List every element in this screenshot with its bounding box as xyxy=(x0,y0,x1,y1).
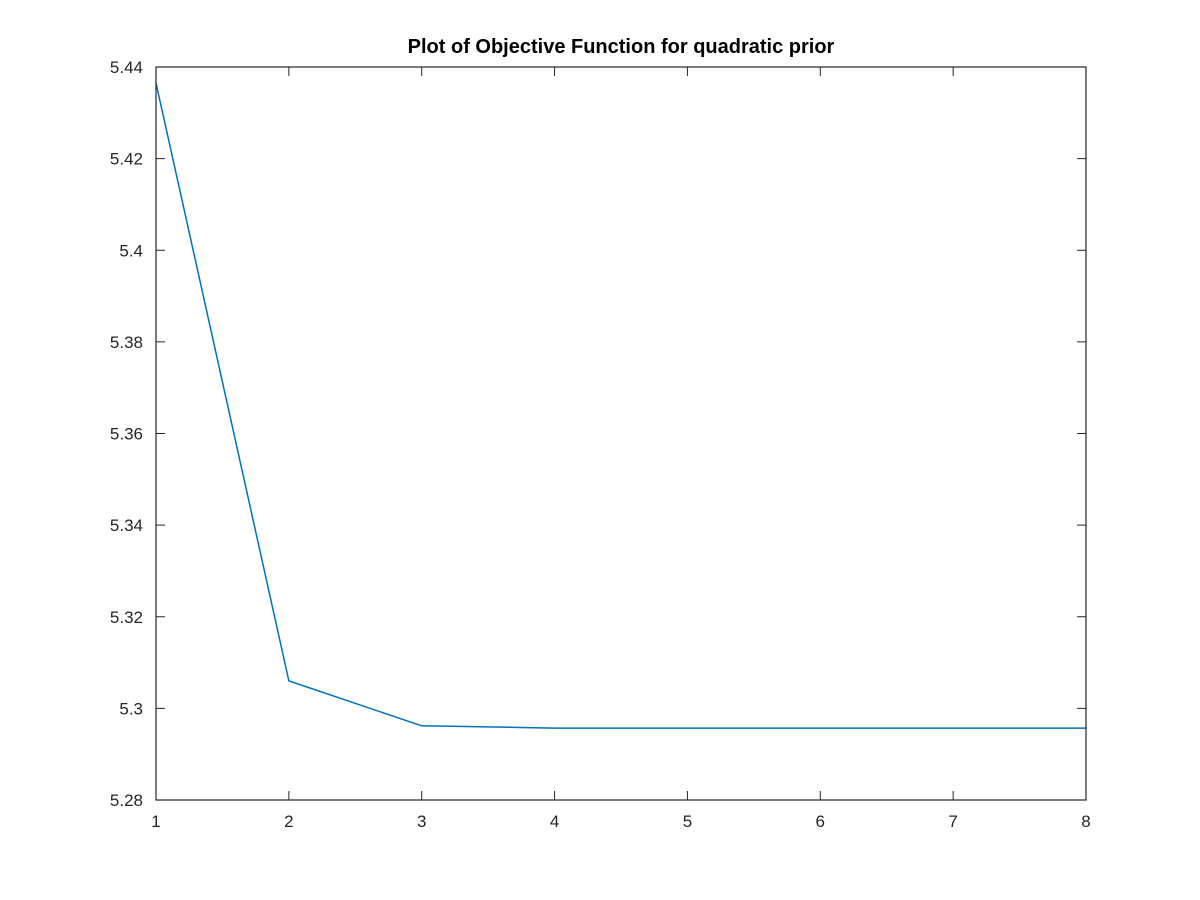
plot-area xyxy=(156,67,1086,800)
x-tick-label: 8 xyxy=(1081,812,1090,831)
y-tick-label: 5.28 xyxy=(110,791,143,810)
x-tick-label: 1 xyxy=(151,812,160,831)
y-tick-label: 5.32 xyxy=(110,608,143,627)
x-tick-label: 4 xyxy=(550,812,559,831)
x-tick-label: 7 xyxy=(948,812,957,831)
x-tick-label: 3 xyxy=(417,812,426,831)
y-tick-label: 5.42 xyxy=(110,150,143,169)
y-tick-label: 5.4 xyxy=(119,241,143,260)
x-tick-label: 6 xyxy=(816,812,825,831)
chart-title: Plot of Objective Function for quadratic… xyxy=(408,36,835,58)
y-tick-label: 5.44 xyxy=(110,58,143,77)
x-tick-label: 2 xyxy=(284,812,293,831)
y-tick-label: 5.34 xyxy=(110,516,143,535)
y-tick-label: 5.36 xyxy=(110,425,143,444)
axes-box xyxy=(155,66,1087,801)
y-tick-label: 5.3 xyxy=(119,699,143,718)
axes-layer: 1 2 3 4 5 6 7 8 5.28 5.3 5.32 5.34 5.36 5.38 5.4 5.42 5.… xyxy=(110,58,1091,831)
y-tick-label: 5.38 xyxy=(110,333,143,352)
series-layer xyxy=(155,82,1086,729)
series-line-1 xyxy=(155,82,1086,729)
x-tick-label: 5 xyxy=(683,812,692,831)
